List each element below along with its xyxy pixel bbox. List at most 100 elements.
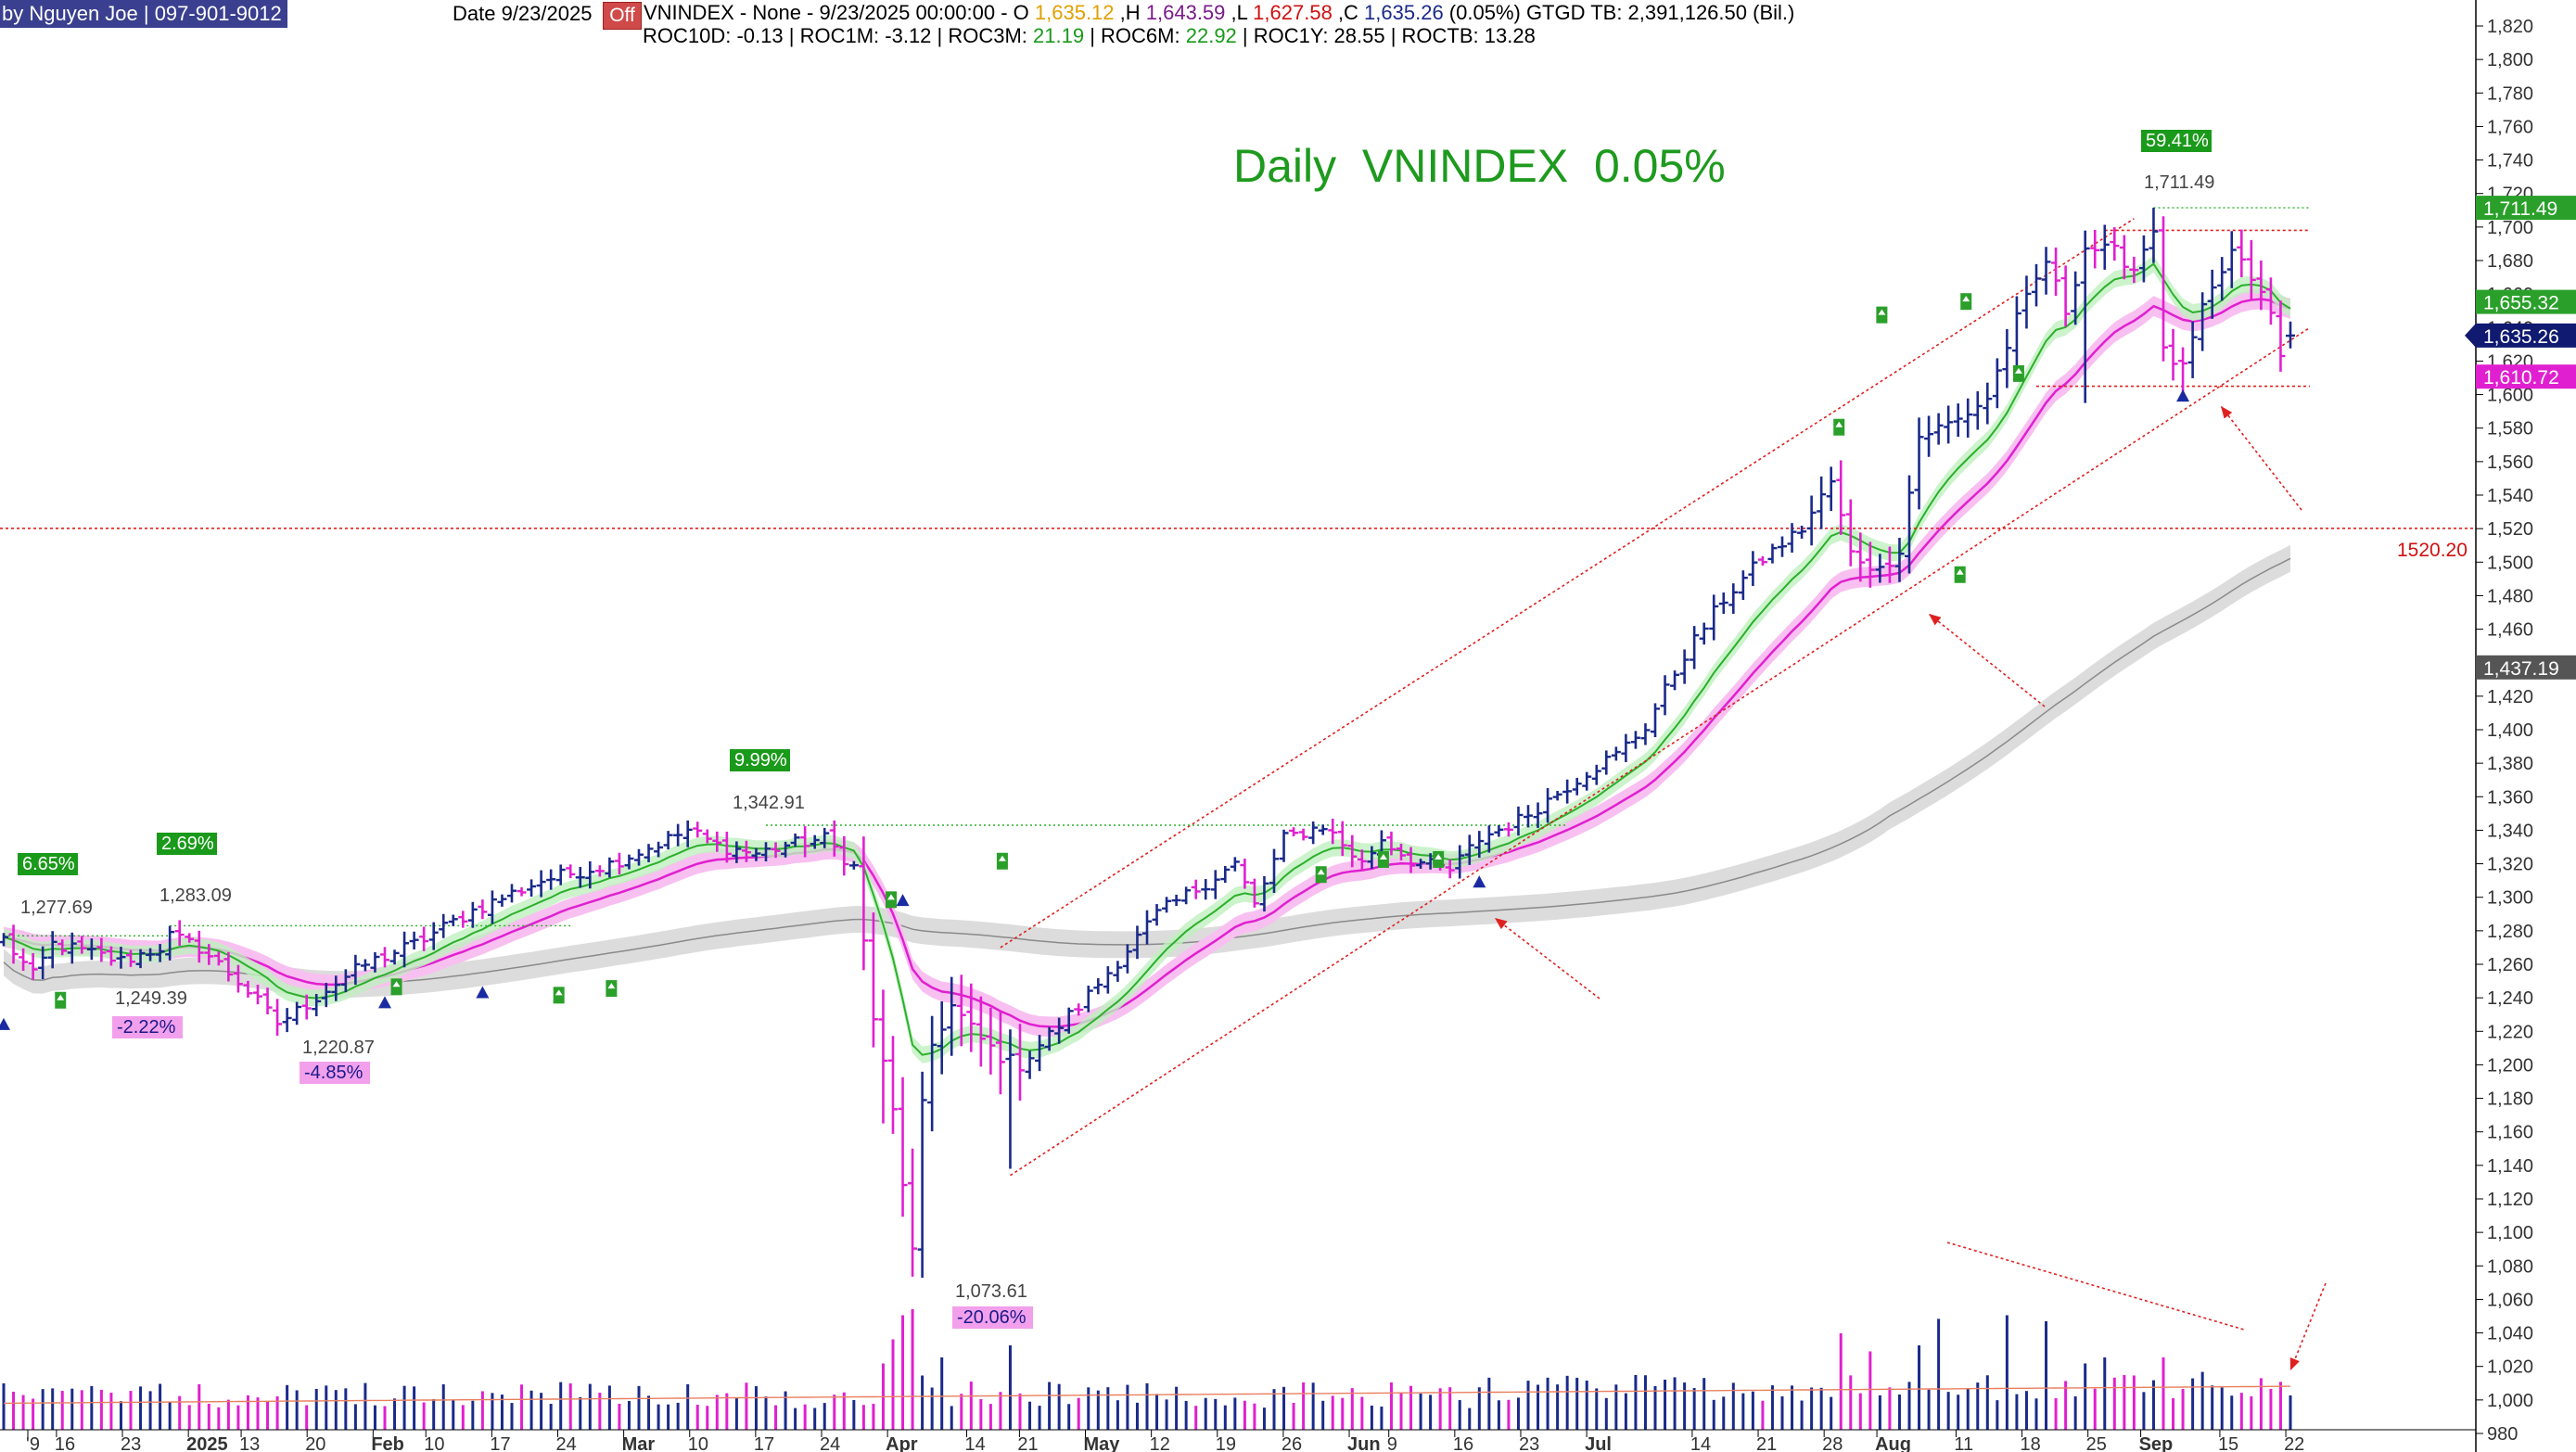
- price-annotation: 1,283.09: [159, 885, 232, 906]
- time-label: 17: [754, 1434, 774, 1452]
- loss-tag-label: -2.22%: [117, 1017, 176, 1038]
- price-annotation: 1,277.69: [20, 898, 93, 918]
- time-label: Jun: [1347, 1434, 1381, 1452]
- tick-label: 1,520: [2487, 519, 2533, 540]
- time-label: Aug: [1875, 1434, 1911, 1452]
- arrow-jun: [1494, 917, 1600, 1000]
- time-label: 10: [424, 1434, 444, 1452]
- tick-label: 1,380: [2487, 754, 2533, 774]
- buy-signal-icon: [1956, 568, 1964, 575]
- close-label: ,C: [1332, 1, 1365, 24]
- loss-tag: [952, 1306, 1033, 1329]
- roc-label: ROC10D:: [643, 24, 737, 47]
- time-label: 10: [688, 1434, 708, 1452]
- tick-label: 1,600: [2487, 386, 2533, 406]
- tick-label: 1,300: [2487, 888, 2533, 909]
- buy-signal-icon: [392, 981, 401, 987]
- price-axis: 1,8201,8001,7801,7601,7401,7201,7001,680…: [2397, 0, 2576, 1452]
- peak-tag-label: 1,711.49: [2483, 198, 2557, 220]
- volume-ma: [3, 1385, 2291, 1405]
- chart-title: Daily VNINDEX 0.05%: [1233, 140, 1726, 192]
- tick-label: 1,220: [2487, 1022, 2533, 1042]
- signal-triangle: [1473, 875, 1486, 888]
- time-label: 23: [1519, 1434, 1539, 1452]
- buy-signal-icon: [1435, 853, 1443, 860]
- time-label: Jul: [1585, 1434, 1612, 1452]
- tick-label: 1,240: [2487, 988, 2533, 1009]
- last-price-tag: [2476, 323, 2576, 348]
- buy-signal-icon: [1878, 309, 1886, 315]
- author-label: by Nguyen Joe | 097-901-9012: [0, 0, 287, 28]
- ohlc-line: VNINDEX - None - 9/23/2025 00:00:00 - O …: [644, 1, 1794, 25]
- ma-long-tag: [2476, 655, 2576, 680]
- roc-line: ROC10D: -0.13 | ROC1M: -3.12 | ROC3M: 21…: [643, 24, 1536, 48]
- arrow-jul-head: [1929, 614, 1942, 626]
- tick-label: 1,420: [2487, 687, 2533, 707]
- last-price-tag-label: 1,635.26: [2483, 326, 2559, 348]
- high-value: 1,643.59: [1145, 1, 1226, 24]
- high-label: ,H: [1114, 1, 1146, 24]
- buy-signal-icon: [57, 994, 65, 1000]
- tick-label: 1,580: [2487, 419, 2533, 439]
- loss-tag-label: -4.85%: [304, 1063, 363, 1083]
- tick-label: 1,740: [2487, 151, 2533, 172]
- time-label: 20: [305, 1434, 325, 1452]
- time-label: 19: [1216, 1434, 1236, 1452]
- peak-tag: [2476, 196, 2576, 221]
- arrow-vol-head: [2289, 1357, 2300, 1370]
- tick-label: 1,820: [2487, 17, 2533, 37]
- tick-label: 1,140: [2487, 1156, 2533, 1177]
- tick-label: 1,160: [2487, 1123, 2533, 1143]
- gain-tag-label: 6.65%: [22, 854, 75, 874]
- roc-label: | ROC1M:: [783, 24, 886, 47]
- tick-label: 1,560: [2487, 452, 2533, 473]
- time-label: 24: [555, 1434, 576, 1452]
- tick-label: 1,000: [2487, 1391, 2533, 1411]
- signal-triangle: [2176, 389, 2190, 402]
- off-button[interactable]: Off: [603, 2, 642, 30]
- tick-label: 1,200: [2487, 1055, 2533, 1076]
- roc-value: -3.12: [885, 24, 932, 47]
- trend-lines: [0, 207, 2476, 1371]
- buy-signal-icon: [1379, 853, 1387, 860]
- date-label: Date 9/23/2025: [453, 2, 593, 25]
- tick-label: 1,100: [2487, 1223, 2533, 1243]
- tick-label: 1,020: [2487, 1357, 2533, 1378]
- ema-fast-tag-label: 1,655.32: [2483, 293, 2559, 314]
- vol-trend: [1946, 1242, 2245, 1331]
- low-label: ,L: [1225, 1, 1254, 24]
- time-axis: '9 16 23 2025 13 20 Feb 10 17 24 Mar 10 17 24 Apr 14 21 M…: [0, 1429, 2476, 1452]
- time-label: Apr: [886, 1434, 918, 1452]
- price-annotation: 1,220.87: [302, 1038, 375, 1058]
- tick-label: 1,480: [2487, 586, 2533, 606]
- arrow-jul: [1928, 613, 2046, 707]
- buy-signal-icon: [2014, 367, 2022, 374]
- ma-long-band: [4, 544, 2290, 999]
- time-label: 14: [964, 1434, 985, 1452]
- time-label: '9: [26, 1434, 40, 1452]
- tick-label: 1,040: [2487, 1324, 2533, 1344]
- gain-tag: [730, 749, 790, 771]
- buy-signal-icon: [998, 855, 1006, 861]
- symbol-label: VNINDEX - None - 9/23/2025 00:00:00 - O: [644, 1, 1035, 24]
- price-annotation: 1,073.61: [955, 1281, 1027, 1302]
- annotations: 6.65% 1,277.69 2.69% 1,283.09 1,249.39 -2.22%…: [0, 130, 2214, 1329]
- buy-signal-icon: [1962, 296, 1970, 302]
- time-label: Sep: [2139, 1434, 2174, 1452]
- buy-signal-icon: [607, 983, 616, 989]
- roc-value: 13.28: [1484, 24, 1536, 47]
- tick-label: 1,280: [2487, 922, 2533, 942]
- close-value: 1,635.26: [1364, 1, 1444, 24]
- arrow-sep-head: [2221, 406, 2233, 419]
- signal-triangle: [378, 996, 391, 1009]
- candles: [0, 208, 2295, 1279]
- time-label: 11: [1954, 1434, 1973, 1452]
- open-value: 1,635.12: [1034, 1, 1115, 24]
- time-label: 13: [239, 1434, 260, 1452]
- gain-tag-label: 9.99%: [734, 750, 787, 771]
- tick-label: 1,340: [2487, 821, 2533, 841]
- time-label: 12: [1150, 1434, 1170, 1452]
- roc-label: | ROC6M:: [1084, 24, 1186, 47]
- time-label: May: [1084, 1434, 1121, 1452]
